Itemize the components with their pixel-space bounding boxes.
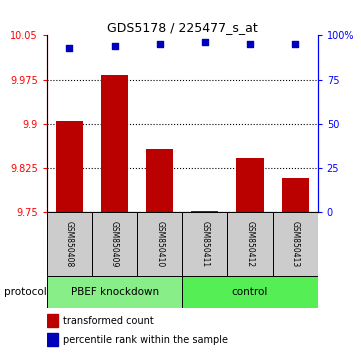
Text: GSM850408: GSM850408 (65, 221, 74, 267)
Text: protocol: protocol (4, 287, 46, 297)
Bar (146, 149, 173, 212)
Point (247, 41, 253, 47)
Text: transformed count: transformed count (63, 316, 154, 326)
Text: GSM850410: GSM850410 (155, 221, 164, 267)
Bar (56, 121, 83, 212)
Text: percentile rank within the sample: percentile rank within the sample (63, 335, 228, 345)
Bar (182, 276, 318, 308)
Bar (227, 212, 273, 276)
Text: control: control (232, 287, 268, 297)
Bar (47, 212, 92, 276)
Point (292, 41, 298, 47)
Bar (282, 178, 309, 212)
Text: GSM850413: GSM850413 (291, 221, 300, 267)
Text: GSM850409: GSM850409 (110, 221, 119, 268)
Bar (273, 212, 318, 276)
Bar (137, 212, 182, 276)
Bar (191, 211, 218, 212)
Point (202, 40, 208, 45)
Bar (47, 314, 58, 327)
Bar (47, 333, 58, 346)
Text: PBEF knockdown: PBEF knockdown (70, 287, 159, 297)
Point (157, 41, 162, 47)
Point (112, 43, 118, 49)
Text: GSM850411: GSM850411 (200, 221, 209, 267)
Bar (101, 75, 128, 212)
Title: GDS5178 / 225477_s_at: GDS5178 / 225477_s_at (107, 21, 258, 34)
Bar (236, 158, 264, 212)
Bar (182, 212, 227, 276)
Text: GSM850412: GSM850412 (245, 221, 255, 267)
Bar (47, 276, 182, 308)
Point (67, 45, 73, 51)
Bar (92, 212, 137, 276)
